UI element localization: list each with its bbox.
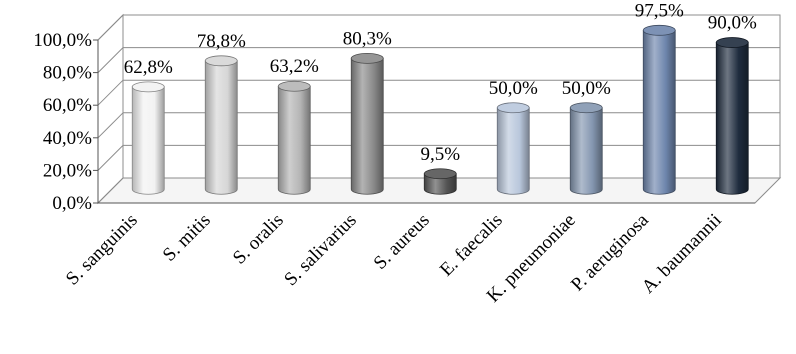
bar: [277, 80, 311, 195]
bar-top: [131, 81, 165, 93]
bar-top: [423, 168, 457, 180]
y-tick-label: 20,0%: [43, 160, 92, 181]
data-label: 90,0%: [708, 13, 757, 34]
gridline-depth: [97, 145, 124, 171]
bar: [569, 102, 603, 195]
bar-body: [496, 107, 530, 195]
bar-top: [204, 55, 238, 67]
bar-body: [423, 173, 457, 195]
y-tick-label: 0,0%: [52, 193, 92, 214]
bar-top: [350, 52, 384, 64]
data-label: 62,8%: [124, 57, 173, 78]
bar: [131, 81, 165, 195]
data-label: 97,5%: [635, 0, 684, 21]
bar-top: [277, 80, 311, 92]
category-label: S. salivarius: [280, 210, 361, 291]
y-tick-label: 60,0%: [43, 95, 92, 116]
data-label: 63,2%: [270, 56, 319, 77]
bar-body: [350, 57, 384, 195]
bar: [350, 52, 384, 195]
data-labels: 62,8% 78,8% 63,2% 80,3% 9,5% 50,0% 50,0% 97,5% 9…: [124, 0, 757, 164]
bar-body: [277, 85, 311, 195]
data-label: 50,0%: [562, 78, 611, 99]
bar-body: [131, 86, 165, 195]
bars: [131, 24, 749, 195]
category-label: S. mitis: [159, 210, 215, 266]
bar: [423, 168, 457, 195]
bar-body: [715, 42, 749, 195]
bar-top: [569, 102, 603, 114]
category-label: S. oralis: [229, 210, 288, 269]
gridline-depth: [97, 47, 124, 73]
y-tick-label: 100,0%: [33, 30, 92, 51]
y-tick-label: 80,0%: [43, 63, 92, 84]
data-label: 50,0%: [489, 78, 538, 99]
y-axis-ticks: 0,0% 20,0% 40,0% 60,0% 80,0% 100,0%: [33, 30, 755, 214]
bar: [642, 24, 676, 195]
bar-top: [715, 37, 749, 48]
data-label: 9,5%: [420, 144, 460, 165]
data-label: 78,8%: [197, 31, 246, 52]
bar-body: [642, 29, 676, 195]
bar-body: [204, 60, 238, 195]
side-wall: [97, 13, 124, 205]
category-label: E. faecalis: [436, 210, 507, 281]
gridline-depth: [97, 177, 124, 204]
gridline-depth: [97, 79, 124, 106]
data-label: 80,3%: [343, 28, 392, 49]
gridline-depth: [97, 14, 124, 41]
bar-body: [569, 107, 603, 195]
bar: [715, 37, 749, 195]
bar-top: [496, 102, 530, 114]
bar: [496, 102, 530, 195]
category-label: S. aureus: [370, 210, 434, 274]
bar: [204, 55, 238, 195]
category-label: S. sanguinis: [62, 210, 142, 290]
gridline-depth: [97, 112, 124, 139]
y-tick-label: 40,0%: [43, 128, 92, 149]
bar-top: [642, 24, 676, 36]
